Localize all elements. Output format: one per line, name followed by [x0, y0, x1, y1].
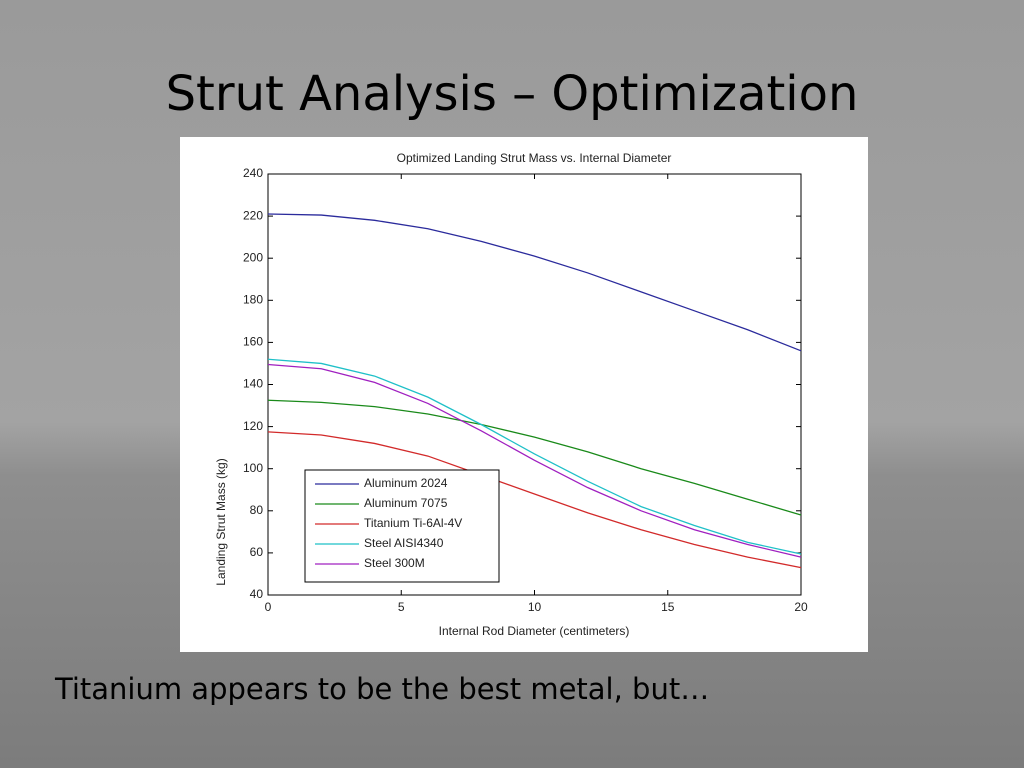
y-tick-label: 100: [243, 461, 263, 475]
series-line: [267, 358, 802, 555]
legend-label: Steel 300M: [364, 556, 425, 570]
series-line: [267, 213, 802, 352]
x-tick-label: 15: [661, 600, 675, 614]
y-tick-label: 240: [243, 166, 263, 180]
chart-title: Optimized Landing Strut Mass vs. Interna…: [397, 151, 672, 165]
x-axis-label: Internal Rod Diameter (centimeters): [439, 624, 630, 638]
y-tick-label: 220: [243, 208, 263, 222]
y-tick-label: 40: [250, 587, 264, 601]
legend-label: Aluminum 2024: [364, 476, 448, 490]
y-tick-label: 60: [250, 545, 264, 559]
series-line: [267, 399, 802, 516]
y-tick-label: 180: [243, 292, 263, 306]
y-tick-label: 140: [243, 377, 263, 391]
x-tick-label: 0: [265, 600, 272, 614]
y-tick-label: 80: [250, 503, 264, 517]
legend-label: Steel AISI4340: [364, 536, 444, 550]
chart-background: [180, 137, 868, 652]
chart: Optimized Landing Strut Mass vs. Interna…: [180, 137, 868, 652]
y-tick-label: 160: [243, 335, 263, 349]
caption: Titanium appears to be the best metal, b…: [55, 672, 710, 706]
slide-title: Strut Analysis – Optimization: [165, 66, 859, 122]
series-line: [267, 431, 802, 569]
y-tick-label: 200: [243, 250, 263, 264]
legend-box: [304, 469, 500, 583]
series-line: [267, 363, 802, 558]
y-tick-label: 120: [243, 419, 263, 433]
x-tick-label: 10: [528, 600, 542, 614]
x-tick-label: 20: [794, 600, 808, 614]
legend-label: Aluminum 7075: [364, 496, 448, 510]
x-tick-label: 5: [398, 600, 405, 614]
y-axis-label: Landing Strut Mass (kg): [214, 458, 228, 585]
legend-label: Titanium Ti-6Al-4V: [364, 516, 462, 530]
